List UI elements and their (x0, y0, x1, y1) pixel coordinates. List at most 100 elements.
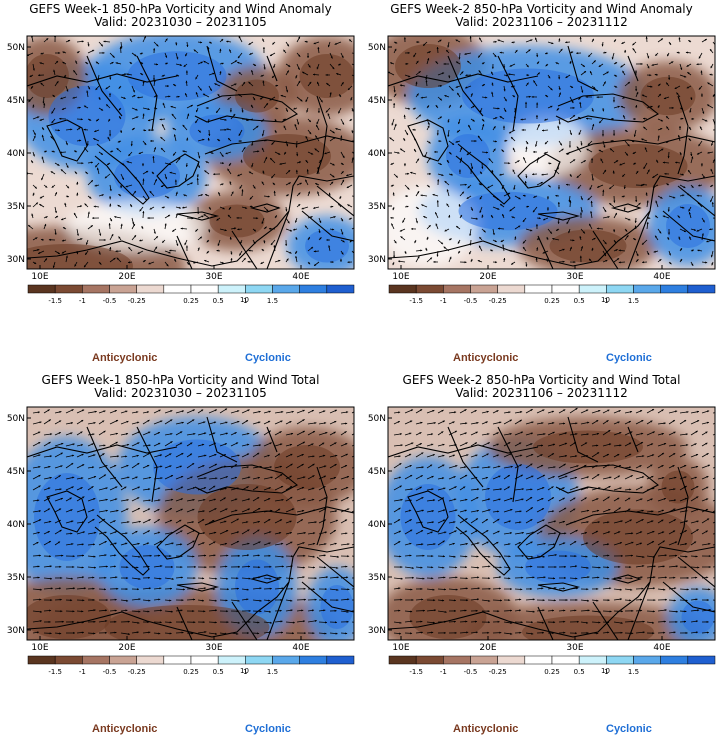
anticyclonic-label: Anticyclonic (92, 723, 158, 735)
colorbar-tick-label: -0.5 (102, 297, 117, 305)
lon-label: 30E (566, 272, 583, 282)
wind-vectors (388, 36, 715, 267)
cyclonic-label: Cyclonic (606, 723, 652, 735)
colorbar-bin (136, 655, 165, 665)
colorbar-bin (415, 655, 444, 665)
lat-label: 40N (7, 520, 25, 530)
colorbar-tick-label: -0.25 (127, 297, 146, 305)
colorbar-tick-label: -0.5 (463, 668, 478, 676)
colorbar-tick-label: -1 (78, 668, 86, 676)
colorbar-tick-label: -0.25 (488, 668, 507, 676)
lat-label: 50N (7, 43, 25, 53)
coastlines (388, 45, 715, 269)
colorbar-bin (54, 284, 83, 294)
lat-label: 45N (7, 96, 25, 106)
colorbar-bin (388, 284, 417, 294)
colorbar-bin (443, 284, 471, 294)
colorbar-tick-label: 1.5 (627, 297, 640, 305)
map-title: GEFS Week-1 850-hPa Vorticity and Wind T… (41, 373, 320, 387)
wind-vectors (393, 407, 715, 635)
colorbar-bin (578, 655, 607, 665)
panel-week1-anomaly: GEFS Week-1 850-hPa Vorticity and Wind A… (0, 0, 361, 371)
lat-label: 40N (7, 149, 25, 159)
lat-label: 30N (7, 626, 25, 636)
colorbar-tick-label: -1 (78, 297, 86, 305)
colorbar-tick-label: 1 (604, 297, 609, 305)
lon-label: 30E (205, 272, 222, 282)
lat-label: 50N (7, 414, 25, 424)
colorbar-bin (217, 655, 246, 665)
colorbar-tick-label: 1.5 (266, 297, 279, 305)
colorbar-bin (660, 655, 689, 665)
colorbar-tick-label: -1 (439, 297, 447, 305)
colorbar-scale-flag: 10 (240, 296, 249, 304)
colorbar-bin (190, 655, 219, 665)
colorbar-bin (163, 284, 192, 294)
colorbar-bin (551, 284, 580, 294)
lon-label: 40E (292, 643, 309, 653)
colorbar-bin (388, 655, 417, 665)
colorbar (388, 655, 716, 665)
colorbar-tick-label: 1 (243, 297, 248, 305)
lat-label: 45N (368, 96, 386, 106)
lon-label: 20E (118, 643, 135, 653)
lon-label: 20E (118, 272, 135, 282)
lon-label: 10E (31, 272, 48, 282)
colorbar-bin (109, 284, 137, 294)
cyclonic-label: Cyclonic (245, 352, 291, 364)
vorticity-field (388, 36, 715, 269)
wind-vectors (27, 36, 354, 269)
vorticity-map: 50N 45N 40N 35N 30N 10E 20E 30E 40E (7, 35, 355, 294)
colorbar-bin (136, 284, 165, 294)
colorbar-tick-label: 0.5 (573, 668, 585, 676)
vorticity-field (27, 36, 354, 269)
anticyclonic-label: Anticyclonic (92, 352, 158, 364)
lat-label: 30N (7, 255, 25, 265)
colorbar-tick-label: -1.5 (409, 668, 423, 676)
lat-label: 45N (7, 467, 25, 477)
colorbar-bin (217, 284, 246, 294)
lon-label: 40E (653, 272, 670, 282)
anticyclonic-label: Anticyclonic (453, 723, 519, 735)
lat-label: 45N (368, 467, 386, 477)
map-valid-dates: Valid: 20231106 – 20231112 (455, 386, 628, 400)
vorticity-map: 50N 45N 40N 35N 30N 10E 20E 30E 40E (368, 35, 716, 294)
colorbar-bin (497, 284, 526, 294)
colorbar-tick-label: 0.5 (212, 668, 224, 676)
colorbar-bin (299, 655, 328, 665)
colorbar-bin (551, 655, 580, 665)
lon-label: 40E (653, 643, 670, 653)
anticyclonic-label: Anticyclonic (453, 352, 519, 364)
lat-label: 30N (368, 255, 386, 265)
map-valid-dates: Valid: 20231030 – 20231105 (94, 15, 267, 29)
colorbar-bin (245, 284, 273, 294)
panel-week1-total: GEFS Week-1 850-hPa Vorticity and Wind T… (0, 371, 361, 742)
colorbar-bin (470, 655, 498, 665)
map-title: GEFS Week-2 850-hPa Vorticity and Wind A… (390, 2, 693, 16)
colorbar-bin (497, 655, 526, 665)
colorbar-tick-label: -1.5 (409, 297, 423, 305)
vorticity-map: 50N 45N 40N 35N 30N 10E 20E 30E 40E (7, 406, 355, 665)
colorbar-bin (326, 284, 355, 294)
vorticity-map: 50N 45N 40N 35N 30N 10E 20E 30E 40E (368, 406, 716, 665)
colorbar-tick-label: 0.25 (544, 668, 560, 676)
colorbar-scale-flag: 10 (601, 296, 610, 304)
colorbar-scale-flag: 10 (601, 667, 610, 675)
colorbar-tick-label: 0.5 (573, 297, 585, 305)
panel-week2-total: GEFS Week-2 850-hPa Vorticity and Wind T… (361, 371, 722, 742)
lon-label: 20E (479, 643, 496, 653)
map-title: GEFS Week-2 850-hPa Vorticity and Wind T… (402, 373, 681, 387)
colorbar-bin (27, 655, 56, 665)
colorbar-bin (190, 284, 219, 294)
colorbar-bin (82, 655, 110, 665)
vorticity-field (388, 407, 715, 640)
colorbar-tick-label: 0.5 (212, 297, 224, 305)
colorbar-bin (633, 284, 661, 294)
vorticity-field (27, 407, 354, 640)
colorbar-bin (27, 284, 56, 294)
lat-label: 50N (368, 43, 386, 53)
cyclonic-label: Cyclonic (245, 723, 291, 735)
colorbar-tick-label: -0.25 (127, 668, 146, 676)
colorbar-tick-label: 1 (243, 668, 248, 676)
colorbar (27, 284, 355, 294)
